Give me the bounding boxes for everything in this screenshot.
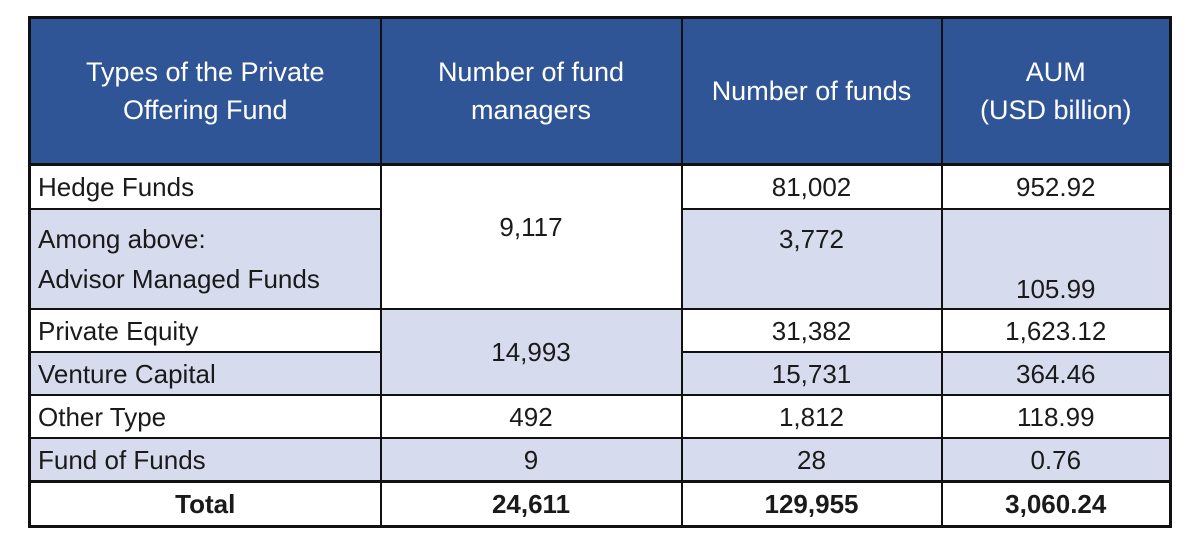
cell-type-venture-capital: Venture Capital (28, 351, 382, 396)
cell-aum-venture-capital: 364.46 (940, 351, 1172, 396)
header-aum-line2: (USD billion) (979, 95, 1132, 125)
cell-total-label: Total (28, 480, 382, 528)
cell-funds-private-equity: 31,382 (680, 308, 943, 353)
table-row-other-type: Other Type 492 1,812 118.99 (28, 394, 1172, 439)
cell-managers-hedge-merged: 9,117 (379, 163, 683, 310)
cell-aum-private-equity: 1,623.12 (940, 308, 1172, 353)
header-fund-type-line2: Offering Fund (122, 95, 288, 125)
cell-managers-other-type: 492 (379, 394, 683, 439)
header-fund-managers: Number of fund managers (379, 17, 683, 166)
cell-funds-hedge-funds: 81,002 (680, 163, 943, 210)
header-fund-managers-line2: managers (470, 95, 592, 125)
header-number-of-funds-line1: Number of funds (711, 76, 912, 106)
cell-type-advisor-line1: Among above: (38, 224, 206, 254)
cell-aum-fund-of-funds: 0.76 (940, 437, 1172, 483)
cell-funds-other-type: 1,812 (680, 394, 943, 439)
cell-type-advisor-line2: Advisor Managed Funds (38, 264, 320, 294)
cell-aum-other-type: 118.99 (940, 394, 1172, 439)
table-row-total: Total 24,611 129,955 3,060.24 (28, 480, 1172, 528)
cell-type-hedge-funds: Hedge Funds (28, 163, 382, 210)
cell-funds-advisor-managed: 3,772 (680, 208, 943, 310)
cell-aum-hedge-funds: 952.92 (940, 163, 1172, 210)
table-row-advisor-managed: Among above: Advisor Managed Funds 3,772… (28, 208, 1172, 310)
table-row-private-equity: Private Equity 14,993 31,382 1,623.12 (28, 308, 1172, 396)
header-aum-line1: AUM (1025, 57, 1086, 87)
cell-type-private-equity: Private Equity (28, 308, 382, 353)
cell-funds-venture-capital: 15,731 (680, 351, 943, 396)
header-aum: AUM (USD billion) (940, 17, 1172, 166)
cell-managers-fund-of-funds: 9 (379, 437, 683, 483)
cell-total-aum: 3,060.24 (940, 480, 1172, 528)
table-row-fund-of-funds: Fund of Funds 9 28 0.76 (28, 437, 1172, 483)
cell-type-fund-of-funds: Fund of Funds (28, 437, 382, 483)
header-fund-type: Types of the Private Offering Fund (28, 17, 382, 166)
cell-total-managers: 24,611 (379, 480, 683, 528)
cell-funds-fund-of-funds: 28 (680, 437, 943, 483)
header-row: Types of the Private Offering Fund Numbe… (28, 17, 1172, 166)
cell-total-funds: 129,955 (680, 480, 943, 528)
cell-managers-pe-vc-merged: 14,993 (379, 308, 683, 396)
private-fund-table: Types of the Private Offering Fund Numbe… (28, 16, 1172, 528)
cell-aum-advisor-managed: 105.99 (940, 208, 1172, 310)
header-fund-type-line1: Types of the Private (85, 57, 325, 87)
header-number-of-funds: Number of funds (680, 17, 943, 166)
table-row-hedge-funds: Hedge Funds 9,117 81,002 952.92 (28, 163, 1172, 310)
table-row-venture-capital: Venture Capital 15,731 364.46 (28, 351, 1172, 396)
header-fund-managers-line1: Number of fund (437, 57, 625, 87)
cell-type-other-type: Other Type (28, 394, 382, 439)
cell-type-advisor-managed: Among above: Advisor Managed Funds (28, 208, 382, 310)
